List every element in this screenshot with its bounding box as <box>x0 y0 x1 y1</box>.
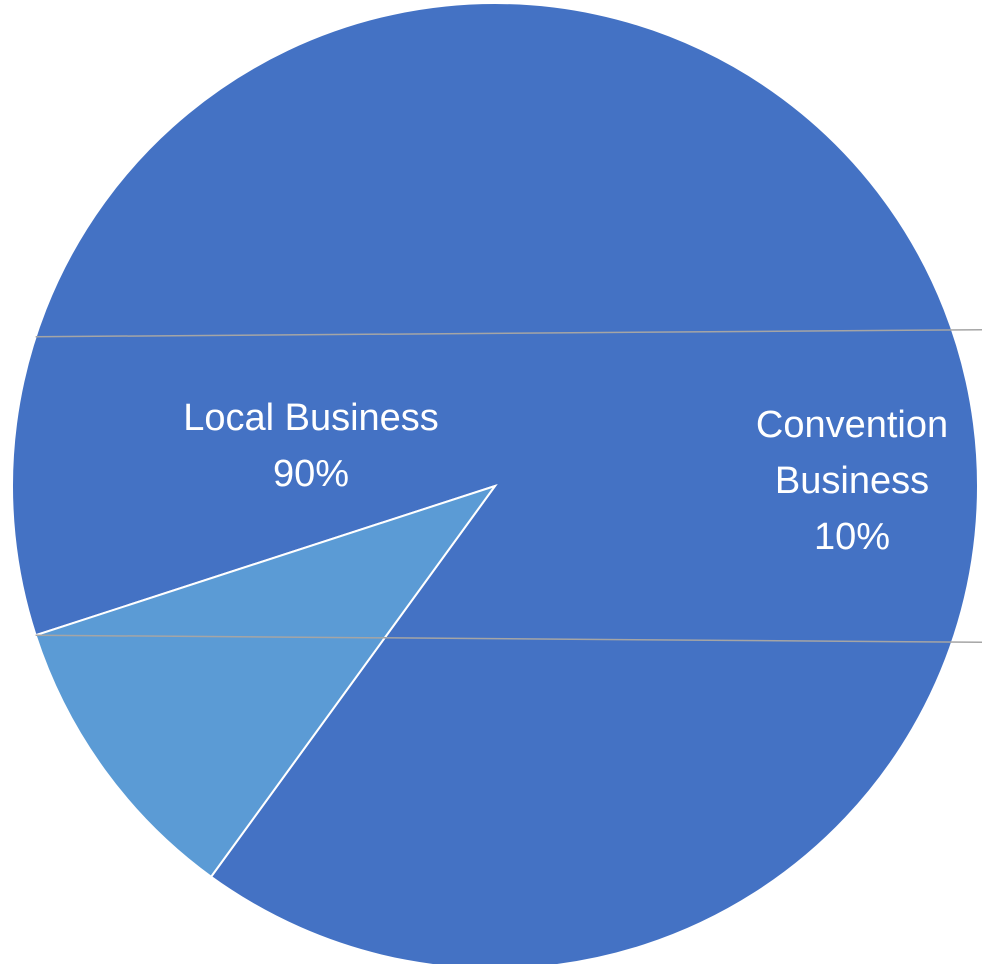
slice-label-1: Local Business 90% <box>183 397 439 495</box>
pie-slice-1 <box>11 1 979 964</box>
slice-name-line: Business <box>775 460 929 502</box>
slice-labels: Local Business 90% Convention Business 10% <box>183 397 948 558</box>
pie-slice-2 <box>34 484 498 879</box>
slice-percent: 10% <box>814 516 890 558</box>
slice-percent: 90% <box>273 453 349 495</box>
leader-lines <box>35 328 982 644</box>
leader-line <box>35 328 982 338</box>
slice-name-line: Convention <box>756 404 948 446</box>
leader-line <box>35 634 982 644</box>
pie-slices <box>11 1 979 964</box>
slice-label-2: Convention Business 10% <box>756 404 948 558</box>
slice-name-line: Local Business <box>183 397 439 439</box>
